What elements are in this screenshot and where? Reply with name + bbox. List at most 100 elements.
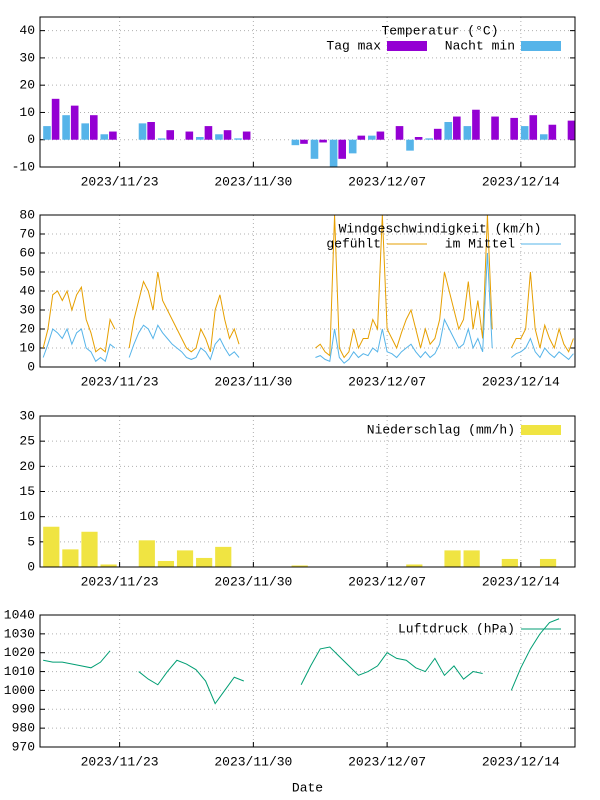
bar	[109, 131, 117, 140]
bar	[100, 564, 117, 567]
bar	[62, 115, 70, 140]
bar	[70, 105, 79, 140]
bar	[196, 137, 204, 140]
x-tick-label: 2023/12/14	[482, 574, 560, 589]
y-tick-label: 0	[27, 359, 35, 374]
bar	[548, 124, 557, 140]
bar	[185, 131, 194, 140]
line	[43, 618, 560, 705]
bar	[501, 558, 518, 567]
bar	[176, 550, 194, 567]
legend-label: gefühlt	[326, 236, 381, 251]
y-tick-label: 30	[19, 302, 35, 317]
bar	[529, 115, 538, 140]
bar	[539, 558, 557, 567]
bar	[291, 139, 300, 146]
bar	[204, 126, 213, 140]
y-tick-label: 990	[12, 702, 35, 717]
bar	[539, 134, 548, 140]
y-tick-label: -10	[12, 159, 35, 174]
bar	[444, 122, 453, 140]
bar	[291, 565, 308, 567]
y-tick-label: 20	[19, 78, 35, 93]
y-tick-label: 10	[19, 105, 35, 120]
x-tick-label: 2023/12/07	[348, 574, 426, 589]
bar	[310, 139, 319, 159]
x-tick-label: 2023/11/30	[214, 754, 292, 769]
bar	[43, 526, 60, 567]
plot-frame	[39, 415, 576, 568]
x-tick-label: 2023/11/23	[81, 754, 159, 769]
y-tick-label: 50	[19, 264, 35, 279]
x-tick-label: 2023/11/23	[81, 174, 159, 189]
x-axis-label: Date	[292, 780, 323, 795]
bar	[338, 139, 346, 159]
y-tick-label: 40	[19, 23, 35, 38]
bar	[395, 126, 404, 140]
bar	[319, 139, 327, 143]
bar	[567, 120, 576, 140]
y-tick-label: 25	[19, 434, 35, 449]
y-tick-label: 20	[19, 459, 35, 474]
bar	[100, 134, 109, 140]
bar	[425, 138, 433, 140]
y-tick-label: 70	[19, 226, 35, 241]
legend-label: Niederschlag (mm/h)	[367, 422, 515, 437]
y-tick-label: 20	[19, 321, 35, 336]
x-tick-label: 2023/11/30	[214, 174, 292, 189]
y-tick-label: 10	[19, 509, 35, 524]
bar	[157, 138, 166, 140]
bar	[166, 130, 175, 140]
y-tick-label: 980	[12, 721, 35, 736]
y-tick-label: 970	[12, 739, 35, 754]
bar	[376, 131, 385, 140]
line	[42, 252, 574, 364]
bar	[463, 550, 480, 567]
legend-swatch	[387, 41, 427, 51]
bar	[234, 138, 242, 140]
legend-label: Luftdruck (hPa)	[398, 621, 515, 636]
y-tick-label: 40	[19, 283, 35, 298]
bar	[357, 135, 366, 140]
bar	[215, 546, 232, 567]
line	[42, 214, 574, 359]
x-tick-label: 2023/12/14	[482, 374, 560, 389]
y-tick-label: 0	[27, 132, 35, 147]
bar	[453, 116, 461, 140]
legend-label: Nacht min	[445, 38, 515, 53]
plot-frame	[39, 614, 576, 748]
bar	[138, 540, 155, 567]
bar	[223, 130, 232, 140]
y-tick-label: 10	[19, 340, 35, 355]
y-tick-label: 15	[19, 484, 35, 499]
legend-label: im Mittel	[445, 236, 515, 251]
bar	[444, 550, 461, 567]
bar	[215, 134, 223, 140]
x-tick-label: 2023/12/14	[482, 174, 560, 189]
bar	[81, 123, 89, 140]
bar	[520, 126, 529, 140]
bar	[414, 137, 423, 140]
bar	[510, 117, 518, 140]
y-tick-label: 1020	[4, 645, 35, 660]
legend-swatch	[521, 425, 561, 435]
bar	[406, 564, 423, 567]
legend-title: Windgeschwindigkeit (km/h)	[339, 221, 542, 236]
legend-swatch	[521, 41, 561, 51]
bar	[51, 98, 60, 140]
bar	[329, 139, 338, 167]
bar	[406, 139, 414, 151]
x-tick-label: 2023/11/23	[81, 574, 159, 589]
bar	[491, 116, 499, 140]
bar	[463, 126, 472, 140]
y-tick-label: 1010	[4, 664, 35, 679]
bar	[368, 135, 376, 140]
y-tick-label: 30	[19, 408, 35, 423]
x-tick-label: 2023/12/14	[482, 754, 560, 769]
bar	[472, 109, 480, 140]
bar	[81, 531, 98, 567]
bar	[242, 131, 251, 140]
bar	[157, 560, 175, 567]
